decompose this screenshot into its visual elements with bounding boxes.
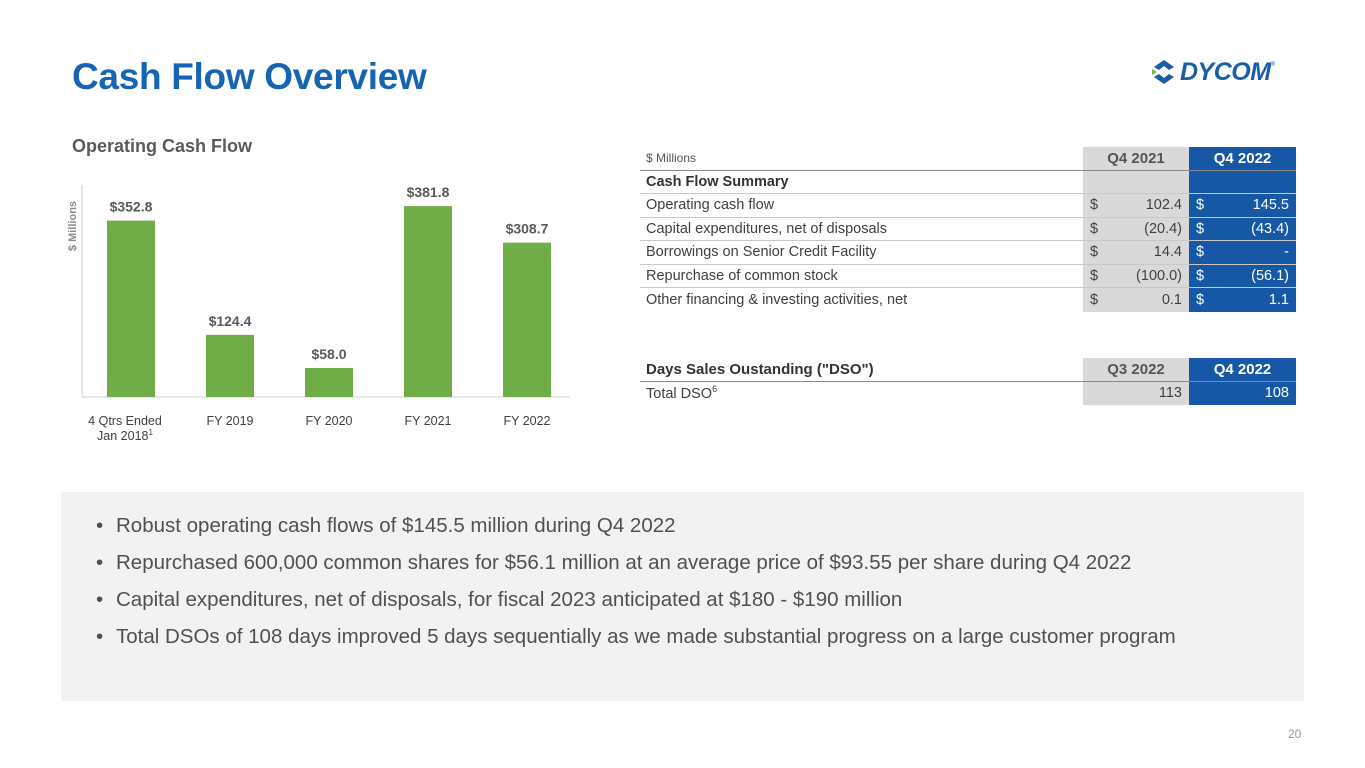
section-title: Cash Flow Summary xyxy=(646,173,789,190)
cash-flow-table: $ Millions Q4 2021 Q4 2022 Cash Flow Sum… xyxy=(640,147,1296,312)
q4-2021-value: (100.0) xyxy=(1136,267,1182,284)
q4-2022-value: (43.4) xyxy=(1251,220,1289,237)
x-tick-label: 4 Qtrs Ended xyxy=(88,414,162,428)
bullet-item: Capital expenditures, net of disposals, … xyxy=(96,588,1276,611)
page-title: Cash Flow Overview xyxy=(72,56,427,97)
cash-table-header: $ Millions Q4 2021 Q4 2022 xyxy=(640,147,1296,171)
currency-symbol: $ xyxy=(1196,244,1205,261)
data-label: $381.8 xyxy=(407,184,450,200)
bar xyxy=(503,242,551,397)
row-label: Operating cash flow xyxy=(646,197,775,214)
chart-title: Operating Cash Flow xyxy=(72,136,253,156)
page-number: 20 xyxy=(1288,727,1302,741)
bullet-item: Robust operating cash flows of $145.5 mi… xyxy=(96,514,1276,537)
currency-symbol: $ xyxy=(1196,220,1205,237)
dycom-diamond-logo-icon xyxy=(1152,60,1174,84)
x-tick-label: FY 2022 xyxy=(503,414,550,428)
row-label: Other financing & investing activities, … xyxy=(646,291,908,308)
data-label: $308.7 xyxy=(506,221,549,237)
dso-row-label: Total DSO xyxy=(646,386,713,403)
table-row: Repurchase of common stock $ (100.0) $ (56.1… xyxy=(640,264,1296,288)
currency-symbol: $ xyxy=(1196,197,1205,214)
data-label: $58.0 xyxy=(311,346,346,362)
q4-2022-value: (56.1) xyxy=(1251,267,1289,284)
table-row: Capital expenditures, net of disposals $ (… xyxy=(640,217,1296,241)
col-q3-2022: Q3 2022 xyxy=(1083,358,1189,381)
footnote-marker: 1 xyxy=(148,428,153,437)
dso-table-header: Days Sales Oustanding ("DSO") Q3 2022 Q4… xyxy=(640,358,1296,382)
col-q4-2022: Q4 2022 xyxy=(1189,147,1296,170)
row-label: Capital expenditures, net of disposals xyxy=(646,220,888,237)
q4-2022-value: 1.1 xyxy=(1268,291,1289,308)
dso-row: Total DSO6 113 108 xyxy=(640,381,1296,405)
units-label: $ Millions xyxy=(646,151,697,166)
dso-q3-value: 113 xyxy=(1158,385,1182,402)
bullet-item: Total DSOs of 108 days improved 5 days s… xyxy=(96,625,1276,648)
bar xyxy=(404,206,452,397)
q4-2021-value: (20.4) xyxy=(1144,220,1182,237)
x-tick-label: FY 2020 xyxy=(305,414,352,428)
currency-symbol: $ xyxy=(1196,291,1205,308)
table-row: Borrowings on Senior Credit Facility $14.… xyxy=(640,241,1296,265)
q4-2022-value: 145.5 xyxy=(1252,197,1289,214)
table-row: Operating cash flow $102.4 $145.5 xyxy=(640,194,1296,218)
table-row: Other financing & investing activities, … xyxy=(640,288,1296,312)
q4-2021-value: 0.1 xyxy=(1161,291,1182,308)
currency-symbol: $ xyxy=(1196,267,1205,284)
currency-symbol: $ xyxy=(1090,244,1099,261)
bar xyxy=(206,334,254,397)
bar xyxy=(107,220,155,397)
data-label: $352.8 xyxy=(110,199,153,215)
logo-text: DYCOM xyxy=(1180,57,1271,86)
data-label: $124.4 xyxy=(209,313,252,329)
x-tick-label: Jan 20181 xyxy=(97,428,153,443)
q4-2022-value: - xyxy=(1284,244,1289,261)
dso-title: Days Sales Oustanding ("DSO") xyxy=(646,360,874,378)
row-label: Repurchase of common stock xyxy=(646,267,838,284)
currency-symbol: $ xyxy=(1090,197,1099,214)
highlights-list: Robust operating cash flows of $145.5 mi… xyxy=(96,514,1276,662)
q4-2021-value: 14.4 xyxy=(1153,244,1182,261)
dso-q4-value: 108 xyxy=(1264,385,1289,402)
col-q4-2022-dso: Q4 2022 xyxy=(1189,358,1296,381)
row-label: Borrowings on Senior Credit Facility xyxy=(646,244,877,261)
bullet-item: Repurchased 600,000 common shares for $5… xyxy=(96,551,1276,574)
x-tick-label: FY 2019 xyxy=(206,414,253,428)
x-tick-label: FY 2021 xyxy=(404,414,451,428)
dso-table: Days Sales Oustanding ("DSO") Q3 2022 Q4… xyxy=(640,358,1296,405)
bar xyxy=(305,368,353,397)
company-logo: DYCOM ® xyxy=(1150,58,1285,86)
col-q4-2021: Q4 2021 xyxy=(1083,147,1189,170)
section-row: Cash Flow Summary xyxy=(640,170,1296,194)
footnote-marker: 6 xyxy=(712,384,718,395)
q4-2021-value: 102.4 xyxy=(1145,197,1182,214)
currency-symbol: $ xyxy=(1090,291,1099,308)
y-axis-label: $ Millions xyxy=(67,201,79,251)
currency-symbol: $ xyxy=(1090,220,1099,237)
currency-symbol: $ xyxy=(1090,267,1099,284)
